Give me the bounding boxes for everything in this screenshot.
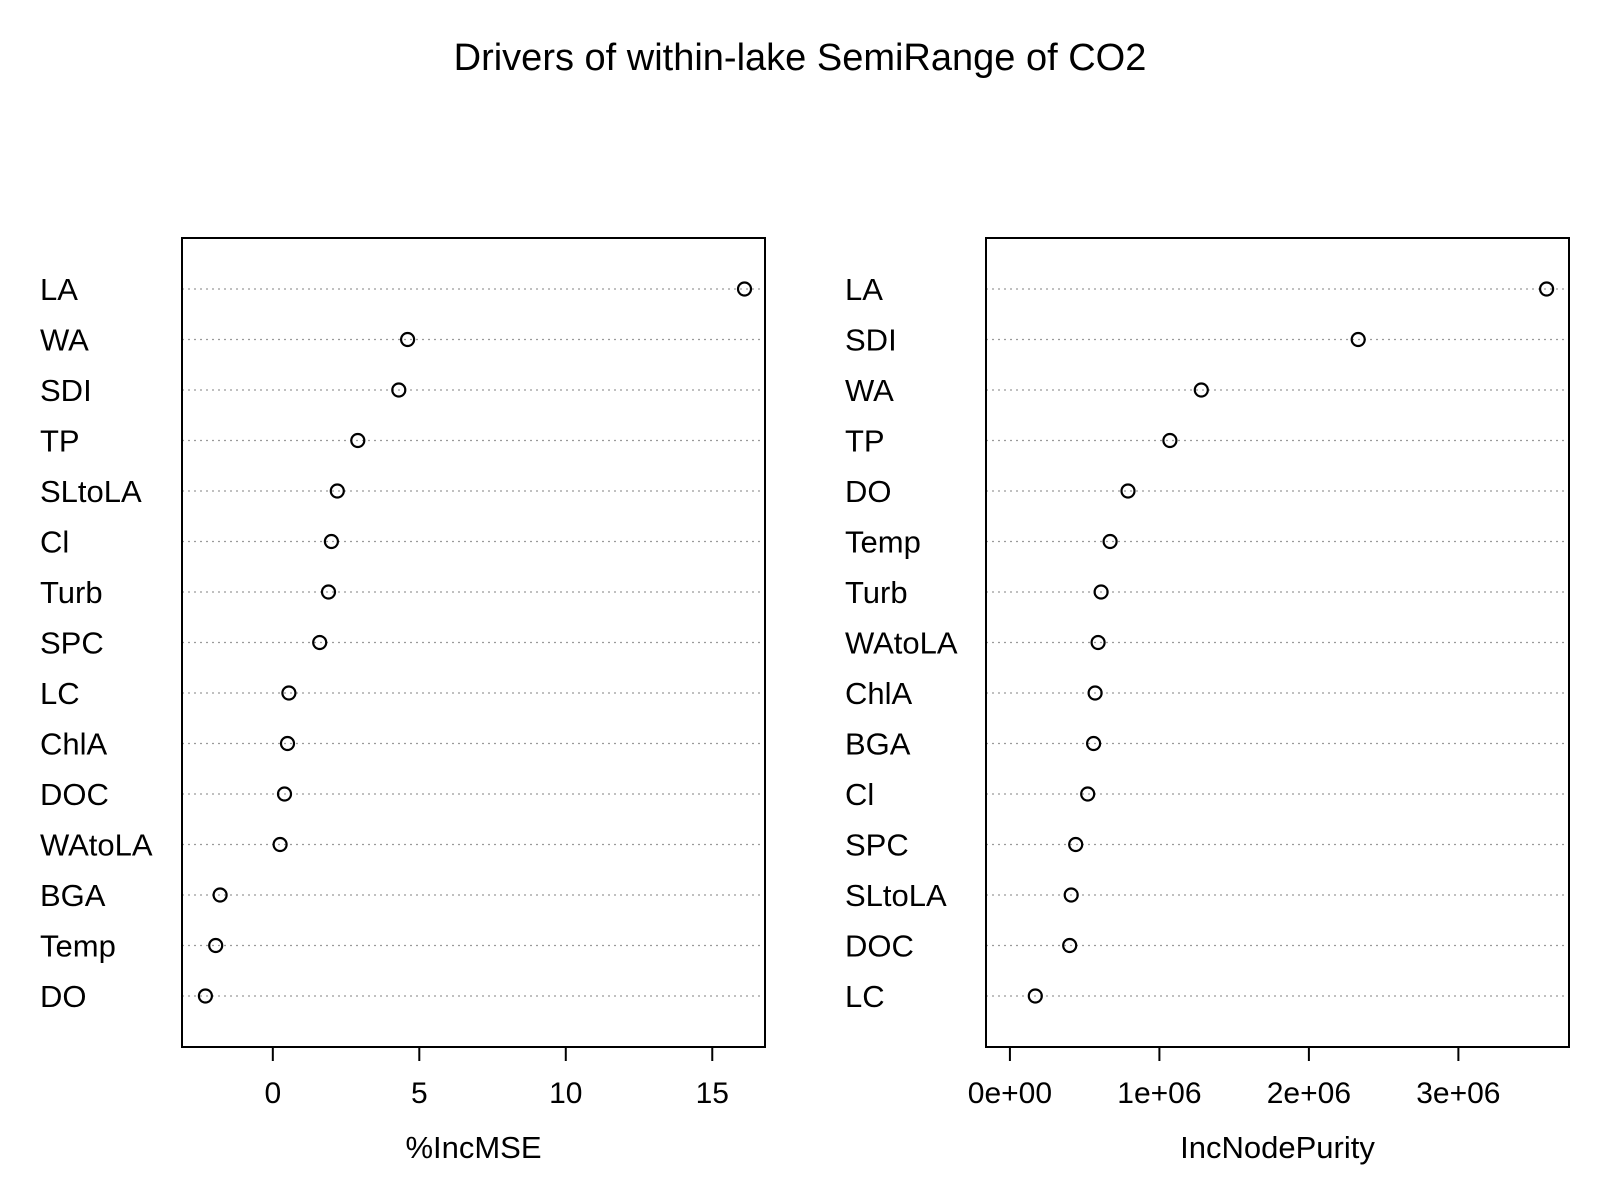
data-point-sltola xyxy=(329,483,345,499)
data-point-tp xyxy=(1162,432,1178,449)
category-label-tp: TP xyxy=(845,424,885,459)
x-axis-label: %IncMSE xyxy=(405,1130,541,1165)
data-point-wa xyxy=(1193,382,1209,398)
plot-frame xyxy=(985,237,1570,1048)
category-label-la: LA xyxy=(845,272,883,307)
x-tick-label: 0 xyxy=(264,1077,281,1110)
data-point-tp xyxy=(350,432,366,449)
data-point-turb xyxy=(1093,584,1109,600)
data-point-watola xyxy=(1090,634,1106,651)
data-point-temp xyxy=(1102,533,1118,550)
category-label-lc: LC xyxy=(40,676,80,711)
category-label-do: DO xyxy=(845,474,892,509)
x-tick-label: 0e+00 xyxy=(968,1077,1052,1110)
x-tick-label: 1e+06 xyxy=(1117,1077,1201,1110)
category-label-watola: WAtoLA xyxy=(40,828,153,863)
category-label-chla: ChlA xyxy=(845,676,913,711)
category-label-do: DO xyxy=(40,979,87,1014)
data-point-bga xyxy=(212,887,228,903)
category-label-doc: DOC xyxy=(845,929,914,964)
category-label-temp: Temp xyxy=(40,929,116,964)
panel-inc-node-purity: LA SDI WA TP DO Temp Turb WAtoLA ChlA BGA Cl SPC SLt… xyxy=(845,237,1570,1165)
data-point-lc xyxy=(1027,988,1043,1004)
plot-frame xyxy=(181,237,766,1048)
data-point-bga xyxy=(1085,735,1102,752)
data-point-sdi xyxy=(1350,331,1366,348)
category-label-sltola: SLtoLA xyxy=(845,878,947,913)
panel-inc-mse: LA WA SDI TP SLtoLA Cl Turb SPC LC ChlA DOC WAtoLA B… xyxy=(40,237,766,1165)
x-axis-label: IncNodePurity xyxy=(1180,1130,1375,1165)
data-point-la xyxy=(736,281,753,297)
data-point-do xyxy=(1120,483,1136,499)
category-label-wa: WA xyxy=(40,323,89,358)
category-label-spc: SPC xyxy=(845,828,909,863)
data-point-la xyxy=(1538,281,1555,297)
data-point-watola xyxy=(272,836,288,853)
data-point-doc xyxy=(276,786,293,802)
category-label-spc: SPC xyxy=(40,626,104,661)
category-label-turb: Turb xyxy=(40,575,103,610)
data-point-cl xyxy=(1080,786,1096,802)
data-point-do xyxy=(197,988,213,1004)
data-point-sdi xyxy=(391,382,407,398)
category-label-cl: Cl xyxy=(845,777,874,812)
x-tick-label: 2e+06 xyxy=(1267,1077,1351,1110)
category-label-la: LA xyxy=(40,272,78,307)
x-tick-label: 10 xyxy=(549,1077,582,1110)
data-point-turb xyxy=(320,584,337,600)
data-point-sltola xyxy=(1063,887,1079,903)
x-tick-label: 15 xyxy=(696,1077,729,1110)
category-label-lc: LC xyxy=(845,979,885,1014)
data-point-doc xyxy=(1062,937,1078,954)
data-point-cl xyxy=(323,533,339,550)
data-point-spc xyxy=(1068,836,1084,853)
category-label-bga: BGA xyxy=(845,727,911,762)
category-label-doc: DOC xyxy=(40,777,109,812)
data-point-chla xyxy=(1087,685,1103,701)
category-label-turb: Turb xyxy=(845,575,908,610)
category-label-watola: WAtoLA xyxy=(845,626,958,661)
category-label-tp: TP xyxy=(40,424,80,459)
data-point-spc xyxy=(312,634,328,651)
category-label-sltola: SLtoLA xyxy=(40,474,142,509)
data-point-wa xyxy=(400,331,416,348)
category-label-wa: WA xyxy=(845,373,894,408)
data-point-lc xyxy=(281,685,297,701)
chart-title: Drivers of within-lake SemiRange of CO2 xyxy=(454,37,1147,79)
x-tick-label: 3e+06 xyxy=(1416,1077,1500,1110)
x-tick-label: 5 xyxy=(411,1077,428,1110)
category-label-sdi: SDI xyxy=(40,373,92,408)
category-label-temp: Temp xyxy=(845,525,921,560)
category-label-cl: Cl xyxy=(40,525,69,560)
category-label-chla: ChlA xyxy=(40,727,108,762)
data-point-chla xyxy=(279,735,296,752)
data-point-temp xyxy=(208,937,224,954)
category-label-bga: BGA xyxy=(40,878,106,913)
category-label-sdi: SDI xyxy=(845,323,897,358)
